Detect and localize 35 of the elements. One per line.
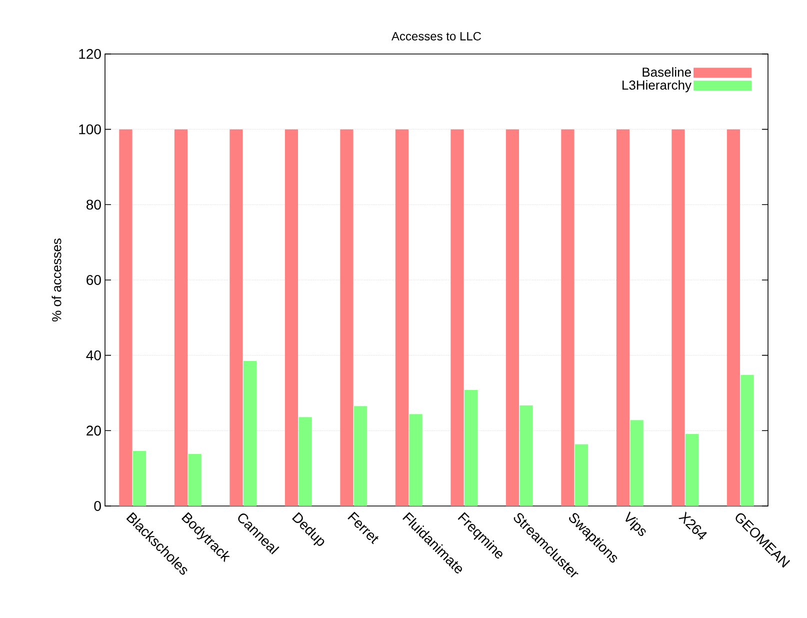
legend-label: Baseline <box>642 67 691 77</box>
bar <box>188 454 202 506</box>
bar <box>672 129 685 506</box>
bar <box>395 129 409 506</box>
bar <box>284 129 298 506</box>
bar <box>616 129 630 506</box>
bar <box>230 129 243 506</box>
bar <box>520 405 533 506</box>
bar <box>450 129 464 506</box>
bar <box>506 129 520 506</box>
bar <box>354 406 368 506</box>
bar <box>630 420 644 506</box>
bar <box>574 444 588 506</box>
y-tick-label: 60 <box>86 275 101 285</box>
y-tick-label: 20 <box>86 426 101 436</box>
y-tick-label: 0 <box>94 501 101 511</box>
bar <box>561 129 574 506</box>
y-axis-title: % of accesses <box>52 238 62 322</box>
chart-title: Accesses to LLC <box>391 32 482 40</box>
y-tick-label: 40 <box>86 350 101 360</box>
legend-label: L3Hierarchy <box>622 80 692 92</box>
bar <box>740 374 754 506</box>
bar <box>243 360 257 506</box>
bar <box>298 417 312 506</box>
bar <box>174 129 188 506</box>
bar <box>685 434 699 506</box>
bar <box>409 414 422 506</box>
y-tick-label: 80 <box>86 200 101 210</box>
y-tick-label: 120 <box>79 49 101 59</box>
bar <box>464 390 478 506</box>
bar <box>726 129 740 506</box>
bar <box>132 450 146 506</box>
bar <box>119 129 132 506</box>
bar <box>340 129 354 506</box>
y-tick-label: 100 <box>79 124 101 134</box>
